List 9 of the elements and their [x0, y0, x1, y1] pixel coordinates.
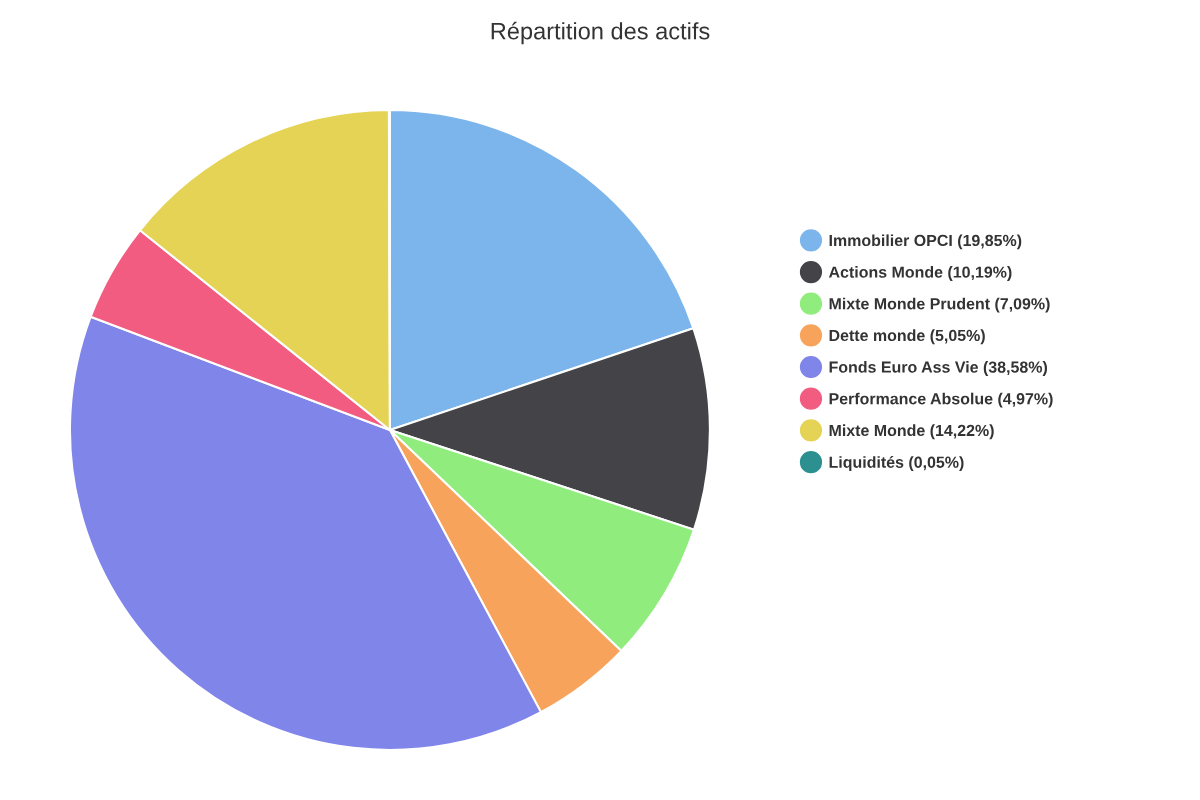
legend-label: Liquidités (0,05%): [829, 456, 964, 472]
legend-label: Dette monde (5,05%): [829, 329, 985, 345]
legend-label: Performance Absolue (4,97%): [829, 392, 1053, 408]
chart-title: Répartition des actifs: [491, 21, 710, 45]
legend-label: Immobilier OPCI (19,85%): [829, 234, 1022, 250]
legend-label: Fonds Euro Ass Vie (38,58%): [829, 361, 1047, 376]
legend-label: Mixte Monde (14,22%): [829, 424, 994, 440]
legend-label: Actions Monde (10,19%): [828, 266, 1012, 281]
legend-label: Mixte Monde Prudent (7,09%): [829, 297, 1050, 313]
